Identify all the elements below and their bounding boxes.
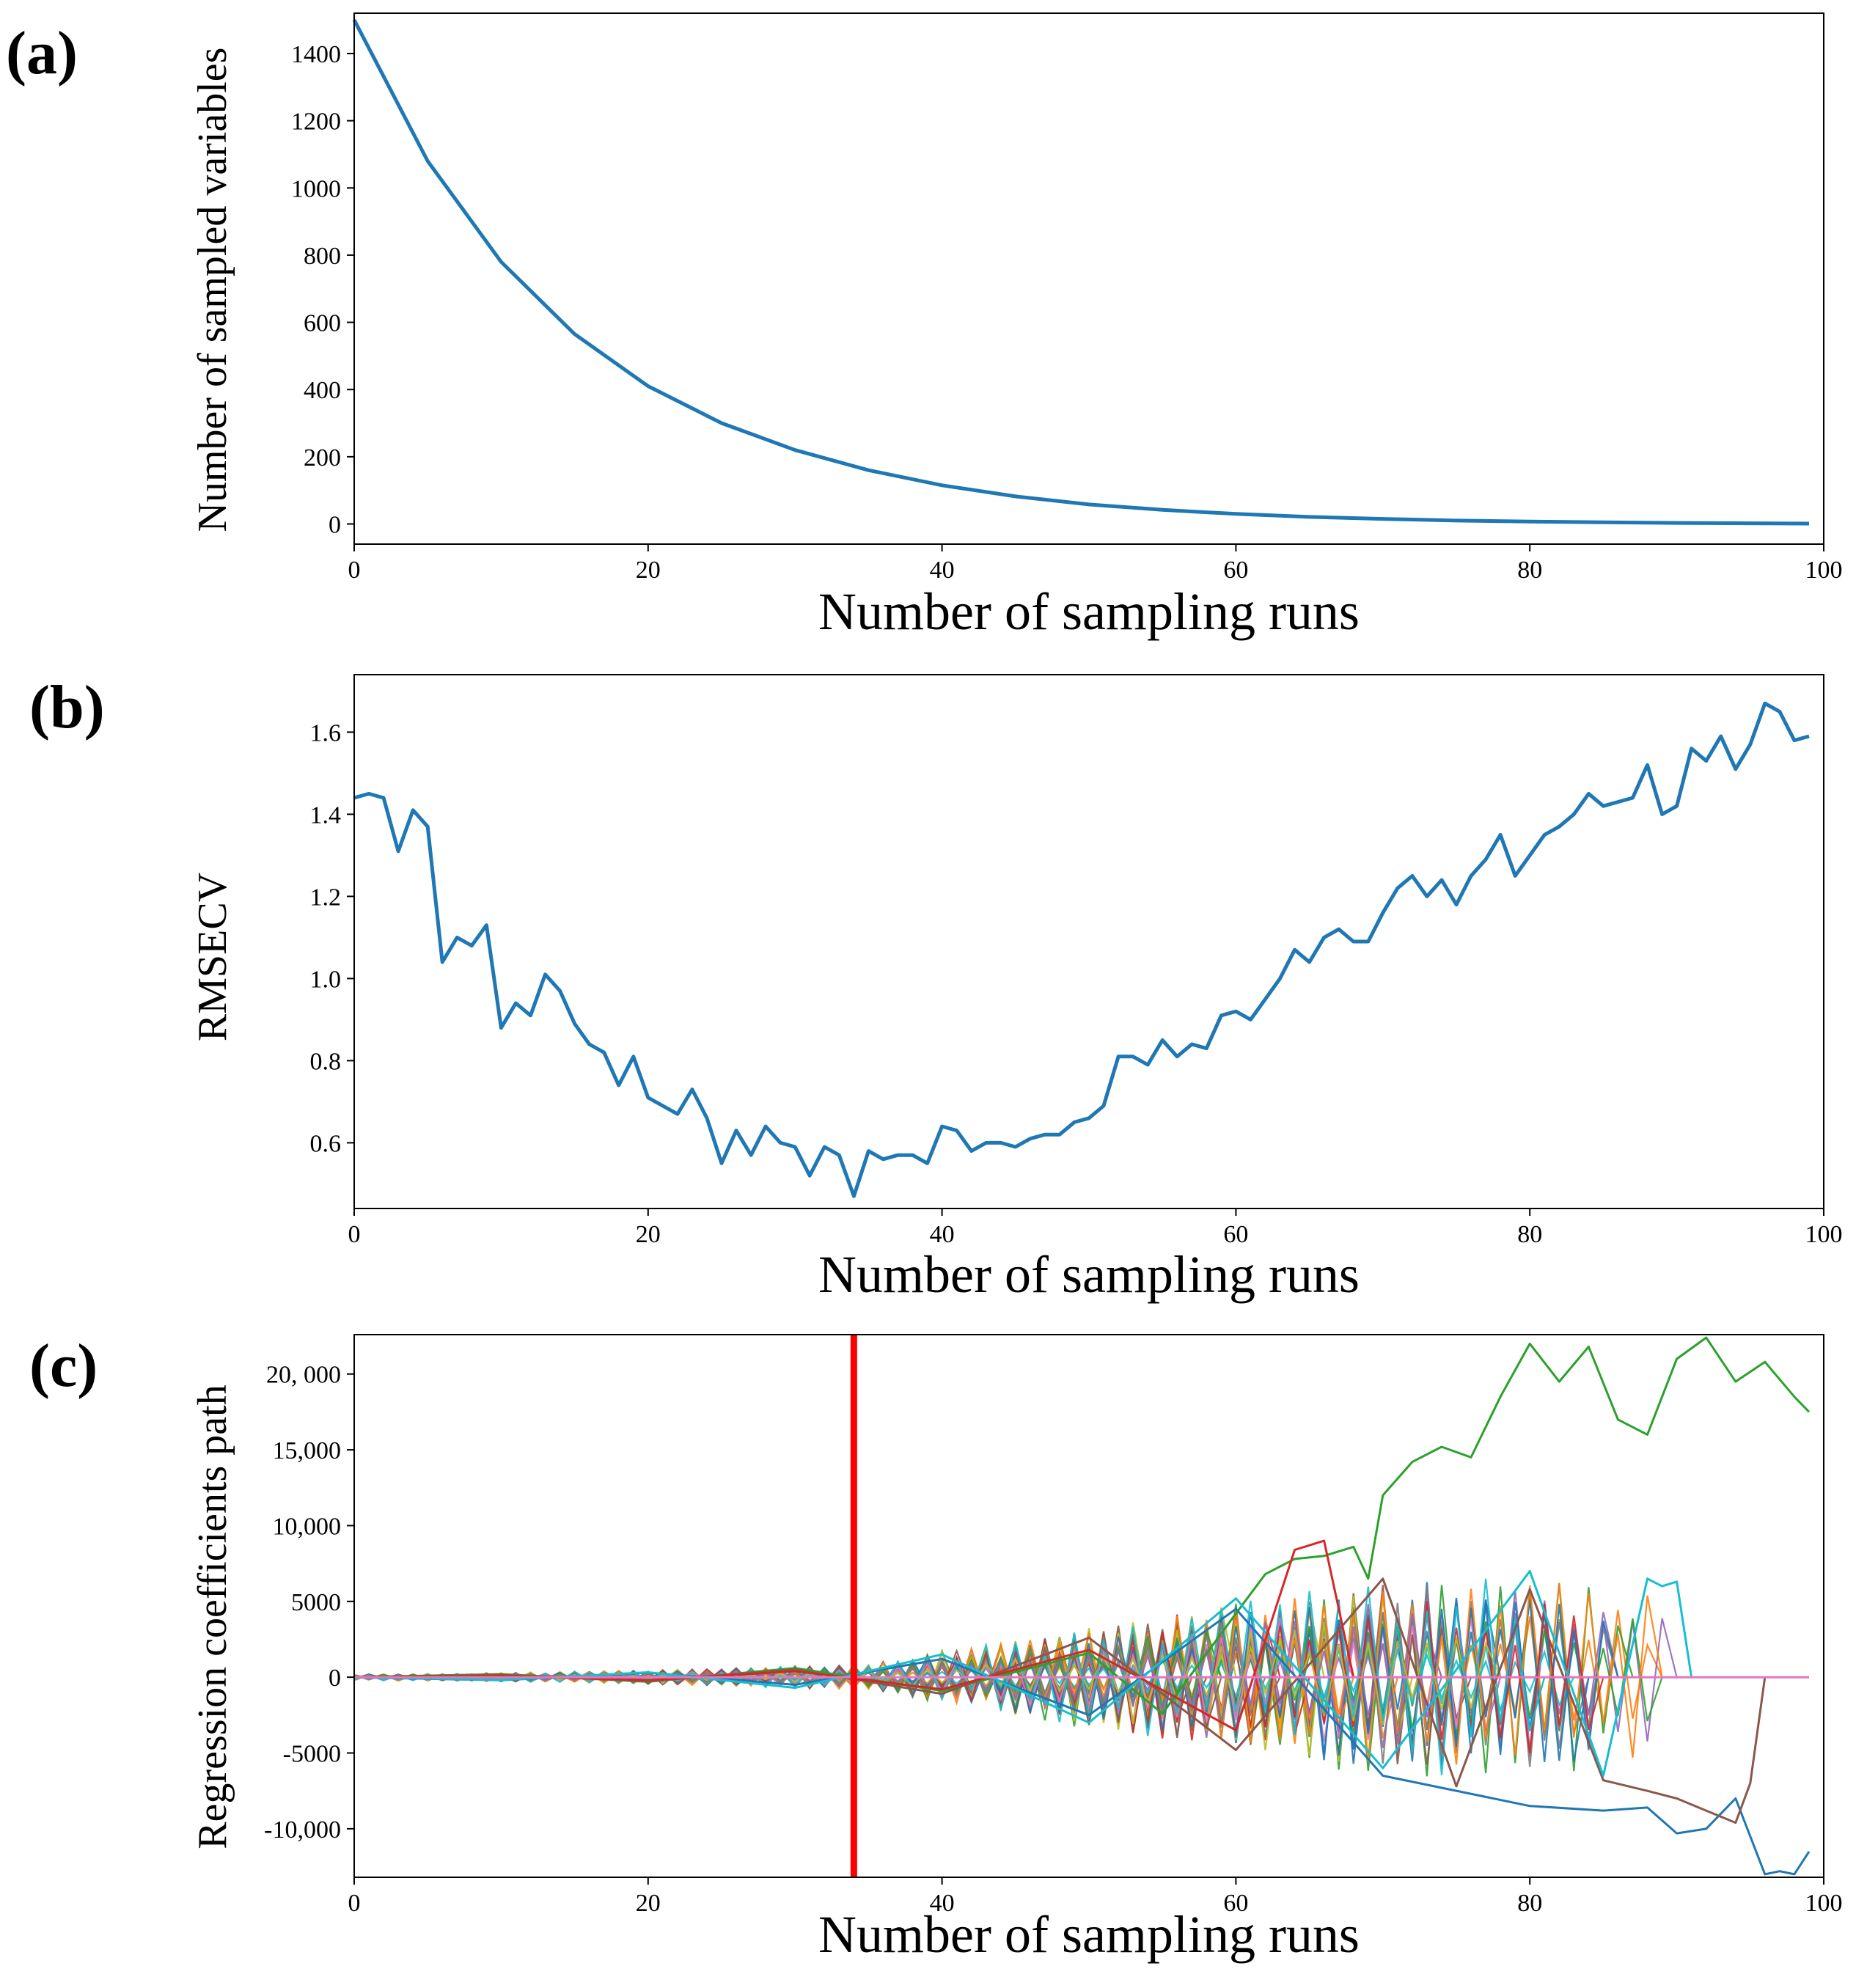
panel-b-frame: [353, 674, 1824, 1209]
panel-a-x-tick-label: 60: [1223, 557, 1248, 584]
panel-b-x-tick-label: 20: [636, 1221, 661, 1248]
panel-c-x-axis-title: Number of sampling runs: [818, 1905, 1360, 1964]
panel-a-y-axis-title: Number of sampled variables: [190, 48, 235, 532]
panel-c-series-line: [353, 1607, 1811, 1876]
panel-b: (b) 0 20 40 60 80 100 0.6 0.8 1.0 1.2 1.4 1.6 Numbe…: [29, 673, 1843, 1304]
panel-a-y-tick-label: 1400: [291, 41, 341, 68]
panel-c-y-tick-label: 5000: [291, 1589, 341, 1616]
panel-b-x-tick-label: 40: [930, 1221, 955, 1248]
panel-c-plot: 0 20 40 60 80 100 -10,000 -5000 0 5000 10,000 15,00…: [264, 1335, 1843, 1917]
panel-b-y-tick-label: 1.6: [310, 719, 342, 747]
panel-c-x-tick-label: 80: [1517, 1890, 1542, 1917]
panel-label-a: (a): [6, 19, 78, 87]
panel-c-series-line: [353, 1570, 1693, 1777]
panel-b-x-axis-title: Number of sampling runs: [818, 1245, 1360, 1304]
panel-c-y-axis-title: Regression coefficients path: [190, 1384, 235, 1849]
panel-c-y-tick-label: 0: [329, 1665, 341, 1692]
panel-c-x-tick-label: 0: [348, 1890, 361, 1917]
panel-c: (c) 0 20 40 60 80 100 -10,000 -5000 0 5000 10,000 1…: [29, 1332, 1843, 1964]
panel-b-x-tick-label: 0: [348, 1221, 361, 1248]
panel-b-y-tick-label: 1.2: [310, 884, 342, 911]
panel-a-y-tick-label: 1200: [291, 109, 341, 136]
panel-b-y-tick-label: 0.6: [310, 1130, 342, 1157]
panel-label-b: (b): [29, 673, 105, 741]
panel-a-y-tick-label: 800: [304, 243, 341, 270]
panel-b-y-axis-title: RMSECV: [190, 873, 235, 1041]
panel-c-frame: [353, 1334, 1824, 1878]
panel-c-x-tick-label: 60: [1223, 1890, 1248, 1917]
panel-a-y-tick-label: 600: [304, 310, 341, 337]
panel-b-series-line: [353, 701, 1810, 1198]
panel-c-series-line: [353, 1336, 1811, 1715]
panel-a: (a) 0 20 40 60 80 100020040060080010001200140…: [6, 12, 1843, 641]
panel-a-y-tick-label: 1000: [291, 175, 341, 202]
panel-a-y-tick-label: 200: [304, 444, 341, 472]
panel-a-x-tick-label: 0: [348, 557, 361, 584]
panel-label-c: (c): [29, 1332, 98, 1400]
panel-b-x-tick-label: 60: [1223, 1221, 1248, 1248]
panel-c-y-tick-label: 15,000: [273, 1437, 342, 1464]
panel-c-x-tick-label: 100: [1805, 1890, 1843, 1917]
panel-a-frame: [353, 12, 1824, 545]
panel-b-y-tick-label: 0.8: [310, 1048, 342, 1075]
panel-c-series-line: [353, 1539, 1355, 1731]
panel-a-x-tick-label: 100: [1805, 557, 1843, 584]
panel-b-y-tick-label: 1.0: [310, 966, 342, 993]
panel-a-x-axis-title: Number of sampling runs: [818, 582, 1360, 641]
panel-c-y-tick-label: -5000: [283, 1741, 341, 1768]
panel-c-y-tick-label: 20, 000: [266, 1362, 341, 1389]
panel-b-x-tick-label: 100: [1805, 1221, 1843, 1248]
panel-c-y-tick-label: 10,000: [273, 1513, 342, 1540]
panel-b-plot: 0 20 40 60 80 100 0.6 0.8 1.0 1.2 1.4 1.6: [310, 701, 1843, 1248]
panel-c-y-tick-label: -10,000: [264, 1816, 341, 1844]
panel-b-x-tick-label: 80: [1517, 1221, 1542, 1248]
panel-a-x-tick-label: 20: [636, 557, 661, 584]
panel-c-x-tick-label: 20: [636, 1890, 661, 1917]
panel-a-x-tick-label: 40: [930, 557, 955, 584]
panel-a-y-tick-label: 0: [329, 512, 341, 539]
panel-c-x-tick-label: 40: [930, 1890, 955, 1917]
panel-b-y-tick-label: 1.4: [310, 802, 342, 829]
panel-a-y-tick-label: 400: [304, 377, 341, 404]
panel-a-series-line: [352, 19, 1810, 526]
panel-a-x-tick-label: 80: [1517, 557, 1542, 584]
